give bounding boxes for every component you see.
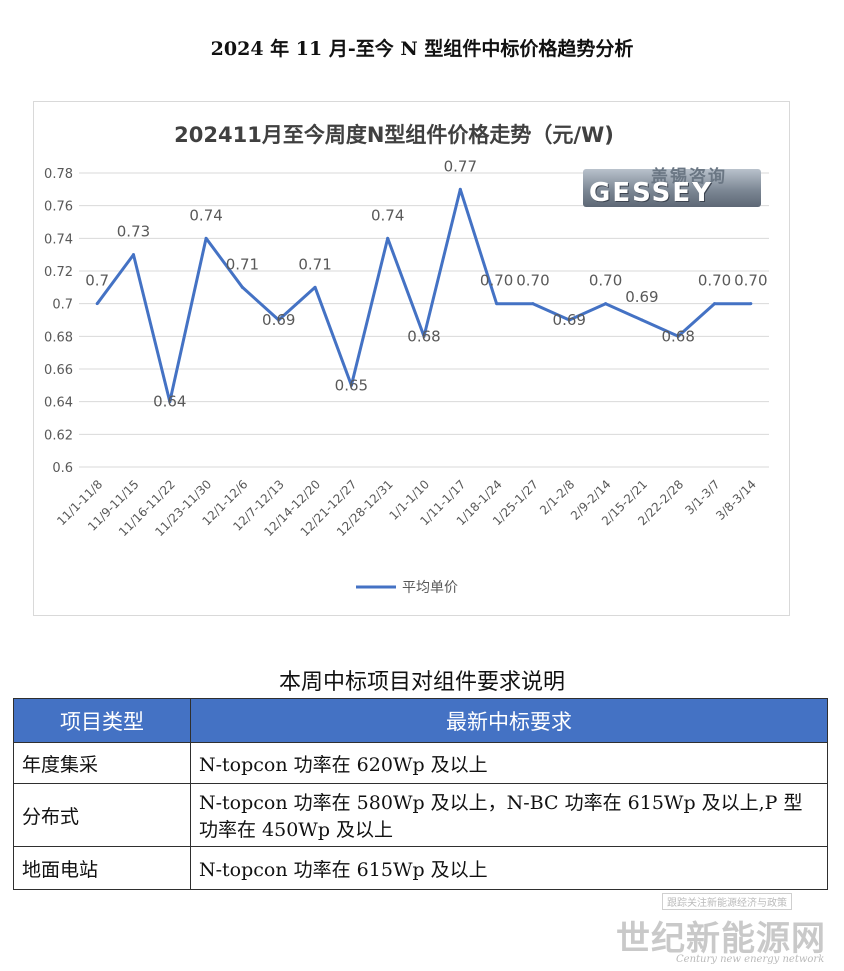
header-project-type: 项目类型 [13,698,191,743]
logo-brand-text: GESSEY [589,178,713,208]
y-tick-label: 0.72 [44,265,73,280]
cell-project-type: 地面电站 [13,846,191,890]
data-point [240,285,244,289]
data-point [604,302,608,306]
requirements-table: 项目类型 最新中标要求 年度集采 N-topcon 功率在 620Wp 及以上 … [13,698,828,890]
data-label: 0.70 [589,272,622,290]
table-row: 分布式 N-topcon 功率在 580Wp 及以上，N-BC 功率在 615W… [13,783,828,847]
data-point [495,302,499,306]
page-title: 2024 年 11 月-至今 N 型组件中标价格趋势分析 [210,38,634,60]
chart-title: 202411月至今周度N型组件价格走势（元/W) [174,123,614,147]
cell-project-type: 年度集采 [13,742,191,784]
data-point [95,302,99,306]
y-tick-label: 0.62 [44,428,73,443]
table-header-row: 项目类型 最新中标要求 [13,698,828,743]
data-label: 0.69 [262,311,295,329]
cell-requirement: N-topcon 功率在 580Wp 及以上，N-BC 功率在 615Wp 及以… [190,783,828,847]
gessey-logo: 盖锡咨询 GESSEY [583,164,761,210]
legend-label: 平均单价 [402,580,458,596]
data-point [676,334,680,338]
data-point [749,302,753,306]
y-tick-label: 0.76 [44,200,73,215]
table-row: 地面电站 N-topcon 功率在 615Wp 及以上 [13,846,828,890]
data-label: 0.68 [407,327,440,345]
data-label: 0.68 [662,327,695,345]
data-label: 0.70 [734,272,767,290]
y-tick-label: 0.78 [44,167,73,182]
logo-plate [583,169,761,207]
data-label: 0.70 [480,272,513,290]
header-latest-requirement: 最新中标要求 [190,698,828,743]
watermark-slogan: 跟踪关注新能源经济与政策 [662,893,792,910]
data-label: 0.74 [189,206,222,224]
logo-chinese-text: 盖锡咨询 [651,167,727,187]
data-label: 0.73 [117,223,150,241]
table-title: 本周中标项目对组件要求说明 [278,670,565,695]
y-tick-label: 0.6 [52,461,73,476]
data-point [458,187,462,191]
x-tick-label: 3/8-3/14 [713,477,759,523]
data-point [168,400,172,404]
cell-requirement: N-topcon 功率在 615Wp 及以上 [190,846,828,890]
site-watermark: 跟踪关注新能源经济与政策 世纪新能源网 Century new energy n… [612,893,840,968]
data-label: 0.74 [371,206,404,224]
data-point [640,318,644,322]
data-point [567,318,571,322]
data-label: 0.71 [298,255,331,273]
y-tick-label: 0.74 [44,232,73,247]
data-point [386,236,390,240]
data-label: 0.69 [553,311,586,329]
data-label: 0.7 [85,272,109,290]
data-label: 0.69 [625,288,658,306]
cell-project-type: 分布式 [13,783,191,847]
data-point [713,302,717,306]
line-chart: 202411月至今周度N型组件价格走势（元/W) 0.6 0.62 0.64 0.66 0… [44,123,769,596]
watermark-site-name: 世纪新能源网 [616,919,826,959]
y-tick-label: 0.7 [52,298,73,313]
data-label: 0.70 [698,272,731,290]
y-tick-label: 0.66 [44,363,73,378]
data-point [313,285,317,289]
data-point [349,383,353,387]
watermark-english-name: Century new energy network [676,954,825,965]
data-point [422,334,426,338]
data-label: 0.77 [444,157,477,175]
data-point [531,302,535,306]
table-row: 年度集采 N-topcon 功率在 620Wp 及以上 [13,742,828,784]
data-point [277,318,281,322]
y-tick-label: 0.64 [44,396,73,411]
data-label: 0.70 [516,272,549,290]
data-point [204,236,208,240]
data-label: 0.65 [335,376,368,394]
data-label: 0.71 [226,255,259,273]
cell-requirement: N-topcon 功率在 620Wp 及以上 [190,742,828,784]
y-tick-label: 0.68 [44,330,73,345]
data-point [131,253,135,257]
data-label: 0.64 [153,393,186,411]
